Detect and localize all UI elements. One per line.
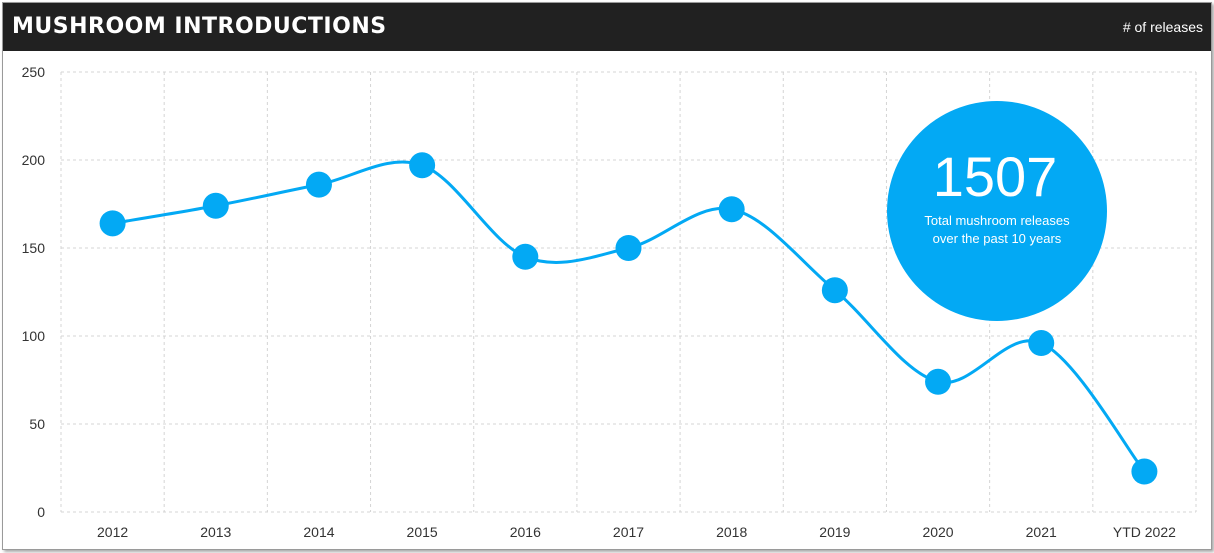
chart-title: MUSHROOM INTRODUCTIONS <box>12 14 387 39</box>
y-tick-label: 150 <box>22 240 46 256</box>
callout-caption-line2: over the past 10 years <box>933 231 1062 246</box>
y-tick-label: 200 <box>22 152 46 168</box>
y-tick-label: 0 <box>37 504 45 520</box>
x-axis-ticks: 2012 2013 2014 2015 2016 2017 2018 2019 2020 2021… <box>97 524 1176 540</box>
callout-caption-line1: Total mushroom releases <box>924 213 1070 228</box>
unit-label: # of releases <box>1122 19 1203 35</box>
y-axis-ticks: 0 50 100 150 200 250 <box>22 64 46 520</box>
data-point[interactable] <box>925 368 952 395</box>
x-tick-label: 2016 <box>510 524 541 540</box>
callout-value: 1507 <box>933 145 1058 208</box>
x-tick-label: 2015 <box>407 524 438 540</box>
x-tick-label: 2013 <box>200 524 231 540</box>
data-point[interactable] <box>305 171 332 198</box>
x-tick-label: 2017 <box>613 524 644 540</box>
data-point[interactable] <box>202 192 229 219</box>
x-tick-label: 2019 <box>819 524 850 540</box>
data-point[interactable] <box>1131 458 1158 485</box>
chart-header: MUSHROOM INTRODUCTIONS # of releases <box>3 3 1211 51</box>
y-tick-label: 250 <box>22 64 46 80</box>
x-tick-label: 2012 <box>97 524 128 540</box>
data-point[interactable] <box>615 235 642 261</box>
data-point[interactable] <box>512 243 539 270</box>
callout-circle <box>887 101 1107 321</box>
y-tick-label: 100 <box>22 328 46 344</box>
x-tick-label: 2014 <box>303 524 334 540</box>
data-point[interactable] <box>718 196 745 223</box>
data-point[interactable] <box>409 152 436 179</box>
data-point[interactable] <box>1028 330 1055 357</box>
x-tick-label: 2020 <box>922 524 953 540</box>
data-point[interactable] <box>821 277 848 304</box>
x-tick-label: 2018 <box>716 524 747 540</box>
x-tick-label: 2021 <box>1026 524 1057 540</box>
total-callout: 1507 Total mushroom releases over the pa… <box>887 101 1107 321</box>
x-tick-label: YTD 2022 <box>1113 524 1176 540</box>
y-tick-label: 50 <box>29 416 45 432</box>
series-line <box>112 160 1146 473</box>
data-points <box>99 152 1158 485</box>
data-point[interactable] <box>99 210 126 237</box>
